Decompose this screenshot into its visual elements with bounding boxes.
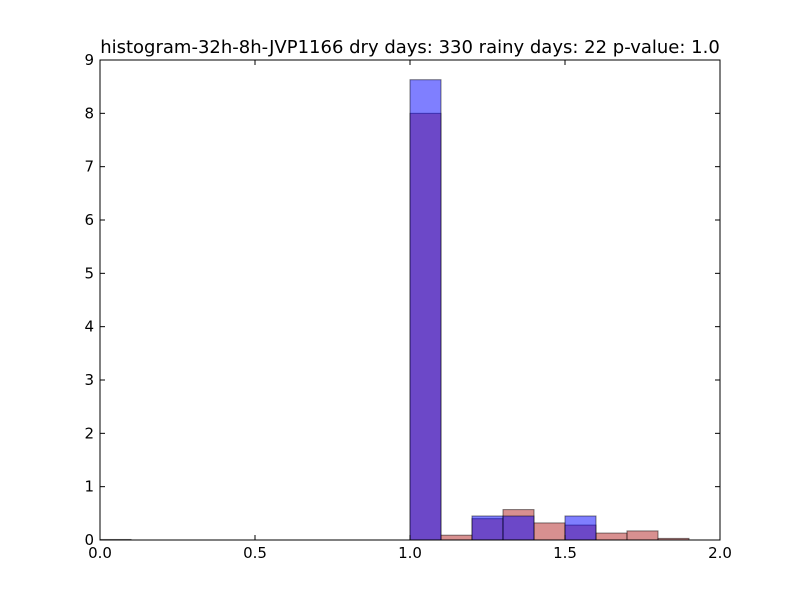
x-tick-label: 1.5 bbox=[553, 544, 577, 562]
x-tick-label: 2.0 bbox=[708, 544, 732, 562]
histogram-bar bbox=[440, 534, 473, 541]
y-tick-label: 2 bbox=[84, 424, 94, 442]
y-tick-label: 1 bbox=[84, 478, 94, 496]
y-tick-label: 8 bbox=[84, 104, 94, 122]
bars-group bbox=[99, 79, 690, 541]
histogram-bar bbox=[409, 79, 442, 541]
histogram-bar bbox=[564, 515, 597, 541]
y-tick-label: 9 bbox=[84, 51, 94, 69]
histogram-bar bbox=[533, 522, 566, 541]
histogram-bar bbox=[626, 530, 659, 541]
y-tick-label: 3 bbox=[84, 371, 94, 389]
histogram-bar bbox=[502, 515, 535, 541]
ticks-group: 0.0 0.5 1.0 1.5 2.0 0 1 2 3 4 5 6 7 8 9 bbox=[84, 51, 731, 562]
y-tick-label: 5 bbox=[84, 264, 94, 282]
y-tick-label: 6 bbox=[84, 211, 94, 229]
histogram-bar bbox=[471, 515, 504, 541]
y-tick-label: 0 bbox=[84, 531, 94, 549]
histogram-bar bbox=[595, 532, 628, 541]
y-tick-label: 7 bbox=[84, 158, 94, 176]
x-tick-label: 1.0 bbox=[398, 544, 422, 562]
x-tick-label: 0.0 bbox=[88, 544, 112, 562]
x-tick-label: 0.5 bbox=[243, 544, 267, 562]
y-tick-label: 4 bbox=[84, 318, 94, 336]
chart-title: histogram-32h-8h-JVP1166 dry days: 330 r… bbox=[100, 37, 720, 58]
plot-frame bbox=[99, 59, 721, 541]
